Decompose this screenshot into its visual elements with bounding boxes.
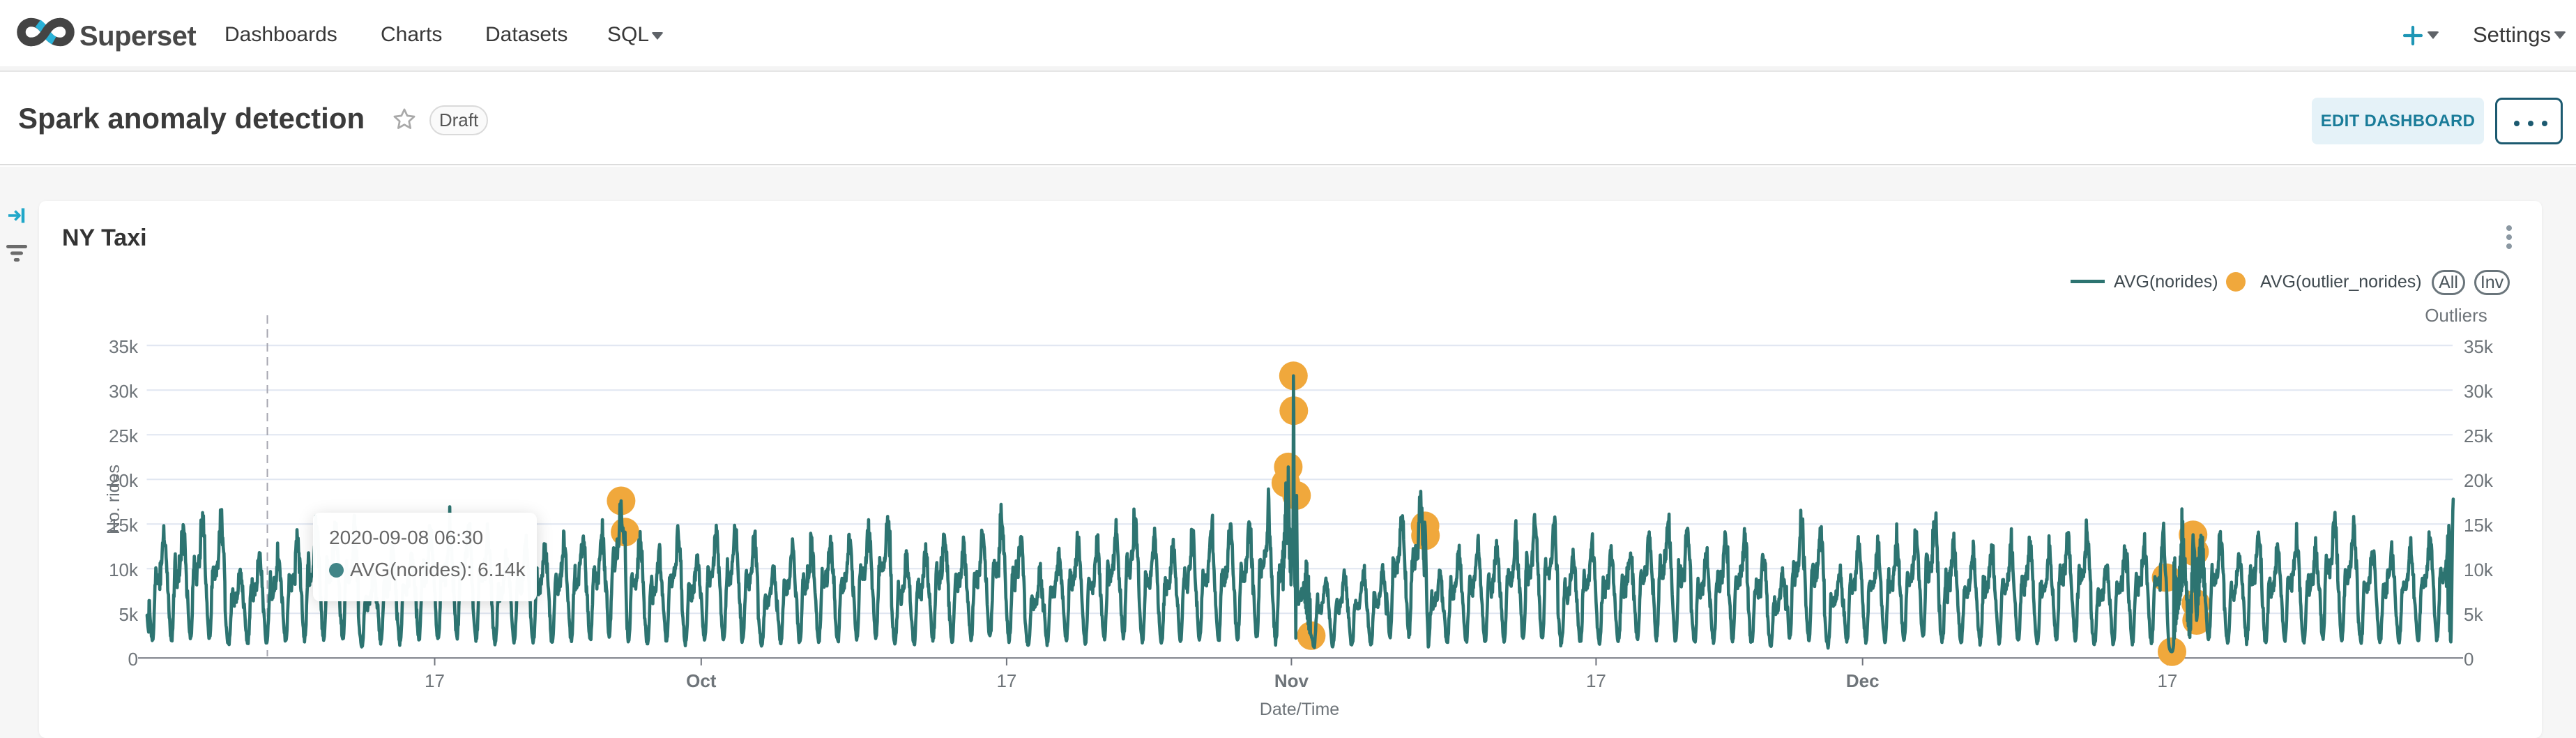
svg-text:30k: 30k bbox=[2464, 381, 2494, 402]
svg-text:Nov: Nov bbox=[1274, 670, 1309, 691]
svg-text:10k: 10k bbox=[109, 559, 139, 580]
svg-text:35k: 35k bbox=[2464, 336, 2494, 357]
svg-text:15k: 15k bbox=[2464, 515, 2494, 536]
svg-text:30k: 30k bbox=[109, 381, 139, 402]
svg-text:20k: 20k bbox=[2464, 470, 2494, 491]
svg-text:Oct: Oct bbox=[686, 670, 717, 691]
svg-text:0: 0 bbox=[2464, 649, 2474, 670]
svg-text:0: 0 bbox=[128, 649, 138, 670]
svg-text:Outliers: Outliers bbox=[2425, 305, 2487, 326]
svg-text:17: 17 bbox=[996, 670, 1016, 691]
svg-text:5k: 5k bbox=[2464, 604, 2483, 625]
svg-text:10k: 10k bbox=[2464, 559, 2494, 580]
svg-text:25k: 25k bbox=[2464, 426, 2494, 446]
svg-text:17: 17 bbox=[425, 670, 445, 691]
svg-text:17: 17 bbox=[2157, 670, 2177, 691]
svg-text:Date/Time: Date/Time bbox=[1260, 700, 1339, 719]
svg-text:Dec: Dec bbox=[1846, 670, 1880, 691]
svg-text:25k: 25k bbox=[109, 426, 139, 446]
svg-text:5k: 5k bbox=[119, 604, 139, 625]
svg-text:20k: 20k bbox=[109, 470, 139, 491]
svg-text:17: 17 bbox=[1586, 670, 1606, 691]
svg-text:15k: 15k bbox=[109, 515, 139, 536]
svg-text:35k: 35k bbox=[109, 336, 139, 357]
svg-text:No. rides: No. rides bbox=[104, 465, 123, 534]
